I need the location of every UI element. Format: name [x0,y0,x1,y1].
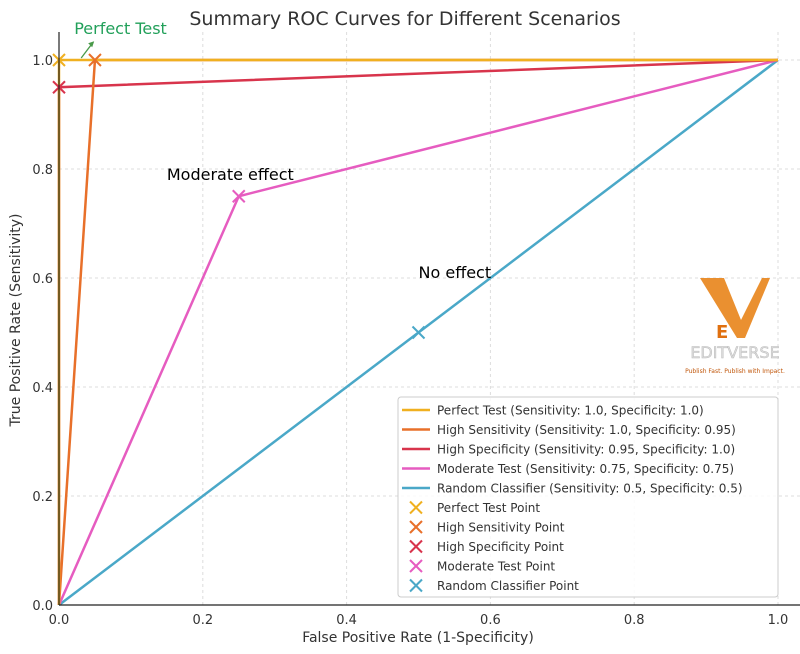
legend-entry: Moderate Test Point [437,560,555,574]
x-tick-label: 1.0 [768,613,789,628]
x-tick-label: 0.6 [480,613,501,628]
marker-stroke [409,578,423,593]
annotation-label: Moderate effect [167,165,294,184]
legend-box [397,396,779,598]
marker-stroke [88,53,102,67]
svg-text:EDITVERSE: EDITVERSE [690,343,779,362]
x-tick-label: 0.4 [336,613,357,628]
svg-text:E: E [716,322,728,343]
y-tick-label: 1.0 [32,54,53,69]
x-axis-label: False Positive Rate (1-Specificity) [302,630,534,646]
marker-stroke [409,559,423,573]
arrow-head [88,41,95,48]
legend-entry: Perfect Test (Sensitivity: 1.0, Specific… [437,404,704,418]
point-marker [232,189,246,203]
y-tick-label: 0.4 [32,381,53,396]
x-tick-label: 0.0 [49,613,70,628]
legend-entry: High Specificity Point [437,540,564,554]
y-tick-label: 0.0 [32,599,53,614]
x-tick-label: 0.8 [624,613,645,628]
legend-entry: Random Classifier Point [437,579,579,593]
y-tick-label: 0.8 [32,163,53,178]
y-tick-label: 0.2 [32,490,53,505]
marker-stroke [409,539,423,554]
x-tick-label: 0.2 [192,613,213,628]
chart-title: Summary ROC Curves for Different Scenari… [189,8,620,30]
legend-marker [409,520,423,534]
legend-marker [409,559,423,573]
legend-marker [409,578,423,593]
marker-stroke [232,189,246,203]
point-marker [411,325,426,340]
legend-entry: High Sensitivity (Sensitivity: 1.0, Spec… [437,423,736,437]
legend-entry: High Sensitivity Point [437,521,565,535]
marker-stroke [409,500,423,515]
svg-text:Publish Fast. Publish with Imp: Publish Fast. Publish with Impact. [685,368,785,375]
legend-marker [409,500,423,515]
y-axis-label: True Positive Rate (Sensitivity) [8,214,24,428]
annotation-label: Perfect Test [74,19,167,38]
legend-entry: Moderate Test (Sensitivity: 0.75, Specif… [437,462,734,476]
legend-entry: Random Classifier (Sensitivity: 0.5, Spe… [437,482,743,496]
legend-marker [409,539,423,554]
legend-entry: High Specificity (Sensitivity: 0.95, Spe… [437,443,735,457]
legend: Perfect Test (Sensitivity: 1.0, Specific… [397,396,779,598]
marker-stroke [411,325,426,340]
y-tick-label: 0.6 [32,272,53,287]
legend-entry: Perfect Test Point [437,501,540,515]
point-marker [88,53,102,67]
marker-stroke [409,520,423,534]
editverse-logo: E EDITVERSE Publish Fast. Publish with I… [685,278,785,375]
annotation-label: No effect [419,263,492,282]
